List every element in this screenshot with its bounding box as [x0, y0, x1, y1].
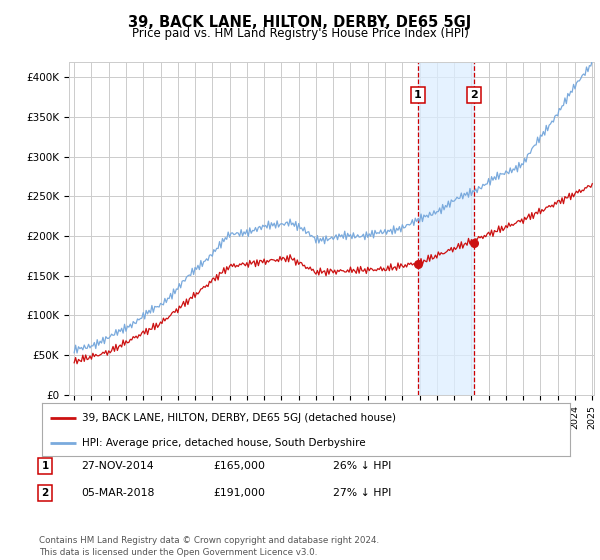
Text: 1: 1 [414, 90, 422, 100]
Text: £165,000: £165,000 [213, 461, 265, 471]
Text: 39, BACK LANE, HILTON, DERBY, DE65 5GJ: 39, BACK LANE, HILTON, DERBY, DE65 5GJ [128, 15, 472, 30]
Text: Contains HM Land Registry data © Crown copyright and database right 2024.
This d: Contains HM Land Registry data © Crown c… [39, 536, 379, 557]
Text: 27-NOV-2014: 27-NOV-2014 [81, 461, 154, 471]
Text: 1: 1 [41, 461, 49, 471]
Text: £191,000: £191,000 [213, 488, 265, 498]
Text: 2: 2 [470, 90, 478, 100]
Text: 26% ↓ HPI: 26% ↓ HPI [333, 461, 391, 471]
Text: 05-MAR-2018: 05-MAR-2018 [81, 488, 154, 498]
Bar [418, 62, 475, 395]
Text: Price paid vs. HM Land Registry's House Price Index (HPI): Price paid vs. HM Land Registry's House … [131, 27, 469, 40]
Text: HPI: Average price, detached house, South Derbyshire: HPI: Average price, detached house, Sout… [82, 438, 365, 448]
Text: 2: 2 [41, 488, 49, 498]
Text: 39, BACK LANE, HILTON, DERBY, DE65 5GJ (detached house): 39, BACK LANE, HILTON, DERBY, DE65 5GJ (… [82, 413, 395, 423]
Text: 27% ↓ HPI: 27% ↓ HPI [333, 488, 391, 498]
